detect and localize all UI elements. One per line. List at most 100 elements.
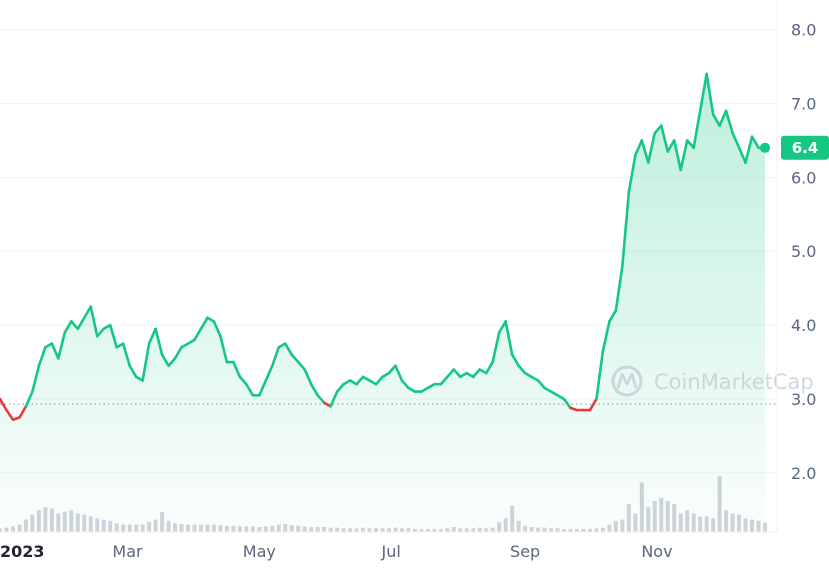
price-segment-up [679,139,689,172]
price-segment-down [5,408,15,421]
x-tick-label: 2023 [0,542,45,561]
price-segment-up [95,327,106,338]
price-segment-up [108,323,118,349]
price-segment-up [750,135,760,150]
y-tick-label: 8.0 [791,21,816,40]
price-segment-up [296,360,307,371]
price-segment-up [718,109,728,127]
price-segment-up [400,379,410,390]
price-segment-up [634,139,644,157]
price-segment-up [141,342,151,382]
coinmarketcap-watermark: CoinMarketCap [611,365,814,397]
price-segment-up [147,327,157,345]
y-tick-label: 3.0 [791,390,816,409]
price-segment-up [264,364,274,382]
price-segment-up [329,390,339,408]
price-segment-up [232,360,242,379]
price-segment-down [0,397,8,412]
price-segment-up [199,316,209,331]
price-segment-up [63,320,73,334]
price-segment-up [238,375,248,386]
price-segment-up [698,72,708,113]
price-segment-up [355,375,365,386]
price-segment-up [50,342,60,360]
price-segment-up [173,345,183,360]
price-segment-up [374,375,384,386]
x-tick-label: Sep [510,542,540,561]
price-segment-up [31,364,41,393]
price-segment-up [128,364,138,379]
price-segment-up [37,345,47,368]
price-segment-up [659,124,670,153]
price-segment-up [471,368,482,379]
price-segment-up [160,353,170,368]
watermark-text: CoinMarketCap [654,370,814,394]
price-segment-up [387,364,397,375]
price-segment-up [270,345,281,368]
price-segment-up [705,72,715,116]
y-tick-label: 2.0 [791,464,816,483]
price-segment-up [439,375,449,386]
price-segment-up [24,390,34,408]
price-segment-up [601,320,611,353]
x-tick-label: Mar [112,542,143,561]
price-segment-up [562,397,572,410]
axes [0,0,778,533]
price-segment-up [76,316,86,331]
price-segment-up [335,382,345,393]
price-segment-up [82,305,93,320]
price-segment-up [608,309,618,323]
price-segment-up [309,382,319,397]
price-segment-up [303,368,313,386]
price-segment-up [57,331,67,360]
price-segment-up [744,135,754,164]
x-axis-ticks: 2023 Mar May Jul Sep Nov [0,542,673,561]
price-segment-up [666,139,676,153]
price-segment-up [672,139,683,172]
price-segment-up [653,124,663,135]
price-segment-down [588,397,598,412]
price-segment-up [711,113,721,127]
price-segment-up [731,131,741,150]
price-segment-up [724,109,734,135]
y-axis-ticks: 2.0 3.0 4.0 5.0 6.0 7.0 8.0 [791,21,816,483]
x-tick-label: Jul [380,542,400,561]
price-segment-up [394,364,404,382]
price-segment-up [452,368,462,379]
price-segment-up [491,331,501,364]
price-area [0,73,765,532]
price-segment-down [18,405,28,419]
price-segment-up [89,305,99,338]
price-segment-up [193,327,203,342]
price-segment-up [212,320,222,338]
price-segment-up [536,379,546,390]
last-price-badge: 6.4 [760,135,829,160]
price-segment-up [504,320,514,356]
price-segment-up [154,327,164,356]
price-segment-up [517,364,527,375]
y-tick-label: 7.0 [791,94,816,113]
last-price-badge-bg [781,135,829,160]
price-segment-up [167,357,177,368]
coinmarketcap-logo-icon [611,365,643,397]
price-segment-up [316,394,326,404]
price-segment-up [219,334,229,364]
last-price-dot [760,142,770,153]
price-segment-up [595,349,605,401]
price-segment-up [737,146,747,164]
price-segment-up [627,153,637,194]
price-area-fill [0,73,765,532]
y-tick-label: 4.0 [791,316,816,335]
y-tick-label: 5.0 [791,242,816,261]
price-line [0,72,767,421]
price-segment-up [640,139,650,164]
price-segment-up [621,190,631,268]
price-segment-up [510,353,520,368]
price-segment-up [446,368,456,379]
price-segment-up [497,320,507,334]
y-tick-label: 6.0 [791,168,816,187]
price-segment-up [258,379,268,397]
price-segment-up [647,131,657,164]
